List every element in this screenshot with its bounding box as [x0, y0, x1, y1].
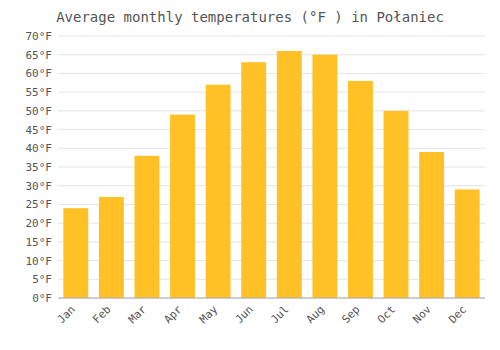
bar — [312, 55, 337, 298]
y-tick-label: 20°F — [26, 217, 53, 230]
chart: Average monthly temperatures (°F ) in Po… — [0, 0, 500, 350]
y-tick-label: 35°F — [26, 161, 53, 174]
x-tick-label: Apr — [161, 303, 185, 327]
bar — [241, 62, 266, 298]
y-tick-label: 65°F — [26, 49, 53, 62]
bar — [348, 81, 373, 298]
title: Average monthly temperatures (°F ) in Po… — [56, 9, 444, 25]
x-tick-label: Sep — [339, 303, 362, 326]
y-tick-label: 30°F — [26, 180, 53, 193]
y-tick-label: 25°F — [26, 198, 53, 211]
grid-line — [58, 54, 485, 55]
grid-line — [58, 36, 485, 37]
x-tick-label: Mar — [126, 303, 150, 327]
grid-line — [58, 298, 485, 299]
x-tick-label: Jul — [268, 303, 291, 326]
grid-line — [58, 73, 485, 74]
bar — [384, 111, 409, 298]
bar — [99, 197, 124, 298]
grid-line — [58, 92, 485, 93]
grid-line — [58, 110, 485, 111]
y-tick-label: 10°F — [26, 255, 53, 268]
grid — [58, 36, 485, 298]
bars — [63, 51, 479, 298]
y-tick-label: 50°F — [26, 105, 53, 118]
grid-line — [58, 148, 485, 149]
bar — [206, 85, 231, 298]
bar — [170, 115, 195, 298]
x-axis-line — [58, 298, 485, 299]
y-tick-label: 5°F — [32, 273, 52, 286]
x-tick-label: Jan — [55, 303, 78, 326]
bar — [419, 152, 444, 298]
bar — [277, 51, 302, 298]
x-tick-label: Oct — [375, 303, 398, 326]
grid-line — [58, 129, 485, 130]
y-tick-label: 40°F — [26, 142, 53, 155]
x-tick-label: Nov — [411, 303, 435, 327]
bar — [455, 189, 480, 298]
bar — [135, 156, 160, 298]
x-tick-label: May — [197, 303, 221, 327]
x-tick-label: Aug — [304, 303, 327, 326]
y-tick-label: 55°F — [26, 86, 53, 99]
x-tick-label: Jun — [233, 303, 256, 326]
x-tick-label: Feb — [90, 303, 113, 326]
y-tick-label: 15°F — [26, 236, 53, 249]
y-tick-label: 45°F — [26, 124, 53, 137]
y-tick-label: 0°F — [32, 292, 52, 305]
y-tick-label: 70°F — [26, 30, 53, 43]
y-tick-label: 60°F — [26, 67, 53, 80]
x-tick-label: Dec — [446, 303, 469, 326]
bar — [63, 208, 88, 298]
